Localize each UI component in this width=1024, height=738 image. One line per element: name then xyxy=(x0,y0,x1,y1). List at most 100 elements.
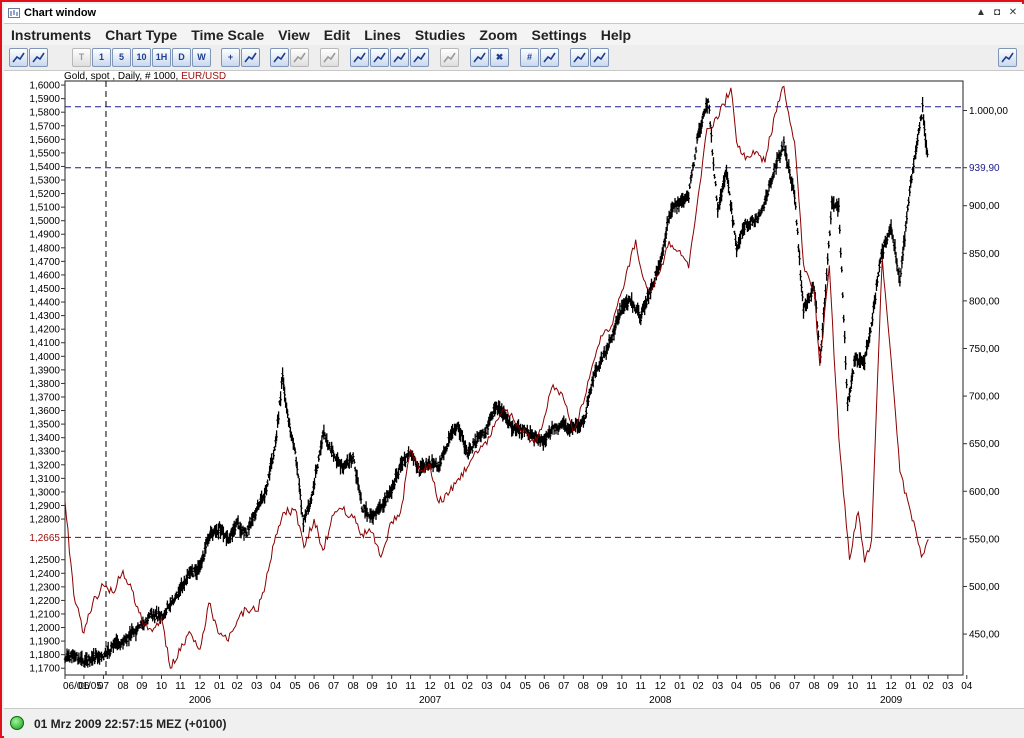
window-titlebar[interactable]: Chart window ▲ ◘ ✕ xyxy=(4,4,1024,24)
price-chart[interactable]: 1,1700 1,1800 1,1900 1,2000 1,2100 1,2200 1,23… xyxy=(4,71,1024,708)
x-axis-year-label: 2007 xyxy=(419,695,442,706)
right-axis-tick-label: 900,00 xyxy=(969,201,1000,212)
left-axis-tick-label: 1,5300 xyxy=(29,176,60,187)
x-axis-month-label: 10 xyxy=(847,681,859,692)
interval-1-button[interactable]: 1 xyxy=(92,48,111,67)
left-axis-tick-label: 1,1700 xyxy=(29,664,60,675)
x-axis-month-label: 05 xyxy=(520,681,532,692)
x-axis-month-label: 05 xyxy=(290,681,302,692)
interval-daily-button[interactable]: D xyxy=(172,48,191,67)
menu-view[interactable]: View xyxy=(278,26,310,43)
print-preview-icon[interactable] xyxy=(590,48,609,67)
plot-area[interactable] xyxy=(64,80,964,676)
interval-5-button[interactable]: 5 xyxy=(112,48,131,67)
left-axis-tick-label: 1,3900 xyxy=(29,365,60,376)
gold-price-series[interactable] xyxy=(63,97,929,668)
x-axis-month-label: 02 xyxy=(462,681,474,692)
x-axis-month-label: 04 xyxy=(731,681,743,692)
interval-10-button[interactable]: 10 xyxy=(132,48,151,67)
chart-panel[interactable]: 1,1700 1,1800 1,1900 1,2000 1,2100 1,2200 1,23… xyxy=(4,71,1024,708)
x-axis-month-label: 09 xyxy=(828,681,840,692)
pin-icon[interactable] xyxy=(998,48,1017,67)
menu-bar: Instruments Chart Type Time Scale View Edit L… xyxy=(4,24,1024,45)
left-axis-tick-label: 1,4800 xyxy=(29,243,60,254)
left-axis-tick-label: 1,5900 xyxy=(29,94,60,105)
left-axis-tick-label: 1,5500 xyxy=(29,148,60,159)
select-line-icon[interactable] xyxy=(440,48,459,67)
menu-instruments[interactable]: Instruments xyxy=(11,26,92,43)
gann-icon[interactable] xyxy=(410,48,429,67)
right-axis-tick-label: 700,00 xyxy=(969,392,1000,403)
left-axis-tick-label: 1,2000 xyxy=(29,623,60,634)
x-axis-month-label: 06 xyxy=(78,681,90,692)
auto-scale-icon[interactable] xyxy=(241,48,260,67)
x-axis-month-label: 01 xyxy=(444,681,456,692)
left-axis-tick-label: 1,5200 xyxy=(29,189,60,200)
x-axis-month-label: 08 xyxy=(578,681,590,692)
x-axis-month-label: 11 xyxy=(175,681,186,692)
chart-header-instrument: Gold, spot , Daily, # 1000, xyxy=(64,71,182,82)
interval-1h-button[interactable]: 1H xyxy=(152,48,171,67)
x-axis-month-label: 11 xyxy=(636,681,647,692)
x-axis-month-label: 11 xyxy=(866,681,877,692)
left-axis-tick-label: 1,2900 xyxy=(29,501,60,512)
interval-weekly-button[interactable]: W xyxy=(192,48,211,67)
x-axis-month-label: 04 xyxy=(500,681,512,692)
left-axis-tick-label: 1,3600 xyxy=(29,406,60,417)
right-axis-tick-label: 600,00 xyxy=(969,487,1000,498)
left-axis-tick-label: 1,3000 xyxy=(29,487,60,498)
connection-status-icon xyxy=(10,716,24,730)
chart-window-icon xyxy=(8,8,20,18)
trendline-icon[interactable] xyxy=(350,48,369,67)
x-axis-month-label: 12 xyxy=(194,681,206,692)
x-axis-month-label: 03 xyxy=(712,681,724,692)
minimize-icon[interactable]: ▲ xyxy=(976,7,986,18)
volume-icon[interactable] xyxy=(320,48,339,67)
left-axis-tick-label: 1,3200 xyxy=(29,460,60,471)
menu-settings[interactable]: Settings xyxy=(531,26,587,43)
x-axis-month-label: 09 xyxy=(136,681,148,692)
menu-help[interactable]: Help xyxy=(600,26,632,43)
x-axis-month-label: 08 xyxy=(348,681,360,692)
grid-settings-icon[interactable] xyxy=(540,48,559,67)
x-axis-month-label: 01 xyxy=(214,681,226,692)
left-axis-tick-label: 1,2300 xyxy=(29,582,60,593)
left-axis-tick-label: 1,4900 xyxy=(29,230,60,241)
tick-interval-button[interactable]: T xyxy=(72,48,91,67)
menu-studies[interactable]: Studies xyxy=(414,26,466,43)
zoom-out-icon[interactable] xyxy=(290,48,309,67)
left-axis-tick-label: 1,5600 xyxy=(29,135,60,146)
delete-lines-icon[interactable]: ✖ xyxy=(490,48,509,67)
left-axis-tick-label: 1,3700 xyxy=(29,392,60,403)
left-axis-tick-label: 1,5800 xyxy=(29,108,60,119)
menu-lines[interactable]: Lines xyxy=(364,26,401,43)
menu-zoom[interactable]: Zoom xyxy=(479,26,518,43)
left-axis-tick-label: 1,3400 xyxy=(29,433,60,444)
left-axis-tick-label: 1,4400 xyxy=(29,298,60,309)
x-axis-month-label: 02 xyxy=(232,681,244,692)
left-axis-tick-label: 1,4600 xyxy=(29,270,60,281)
left-axis-tick-label: 1,3300 xyxy=(29,447,60,458)
fibonacci-icon[interactable] xyxy=(390,48,409,67)
grid-icon[interactable]: # xyxy=(520,48,539,67)
menu-chart-type[interactable]: Chart Type xyxy=(105,26,178,43)
channel-icon[interactable] xyxy=(370,48,389,67)
eurusd-series[interactable] xyxy=(64,85,929,669)
x-axis-month-label: 09 xyxy=(597,681,609,692)
menu-edit[interactable]: Edit xyxy=(323,26,351,43)
eraser-icon[interactable] xyxy=(470,48,489,67)
x-axis-month-label: 12 xyxy=(655,681,667,692)
restore-icon[interactable]: ◘ xyxy=(993,7,1001,18)
print-icon[interactable] xyxy=(570,48,589,67)
instruments-icon[interactable] xyxy=(9,48,28,67)
crosshair-icon[interactable]: + xyxy=(221,48,240,67)
x-axis-month-label: 06 xyxy=(539,681,551,692)
x-axis-month-label: 07 xyxy=(328,681,340,692)
close-icon[interactable]: ✕ xyxy=(1008,7,1018,18)
x-axis-month-label: 01 xyxy=(674,681,686,692)
bar-chart-type-icon[interactable] xyxy=(29,48,48,67)
x-axis-month-label: 02 xyxy=(693,681,705,692)
zoom-in-icon[interactable] xyxy=(270,48,289,67)
menu-time-scale[interactable]: Time Scale xyxy=(191,26,265,43)
